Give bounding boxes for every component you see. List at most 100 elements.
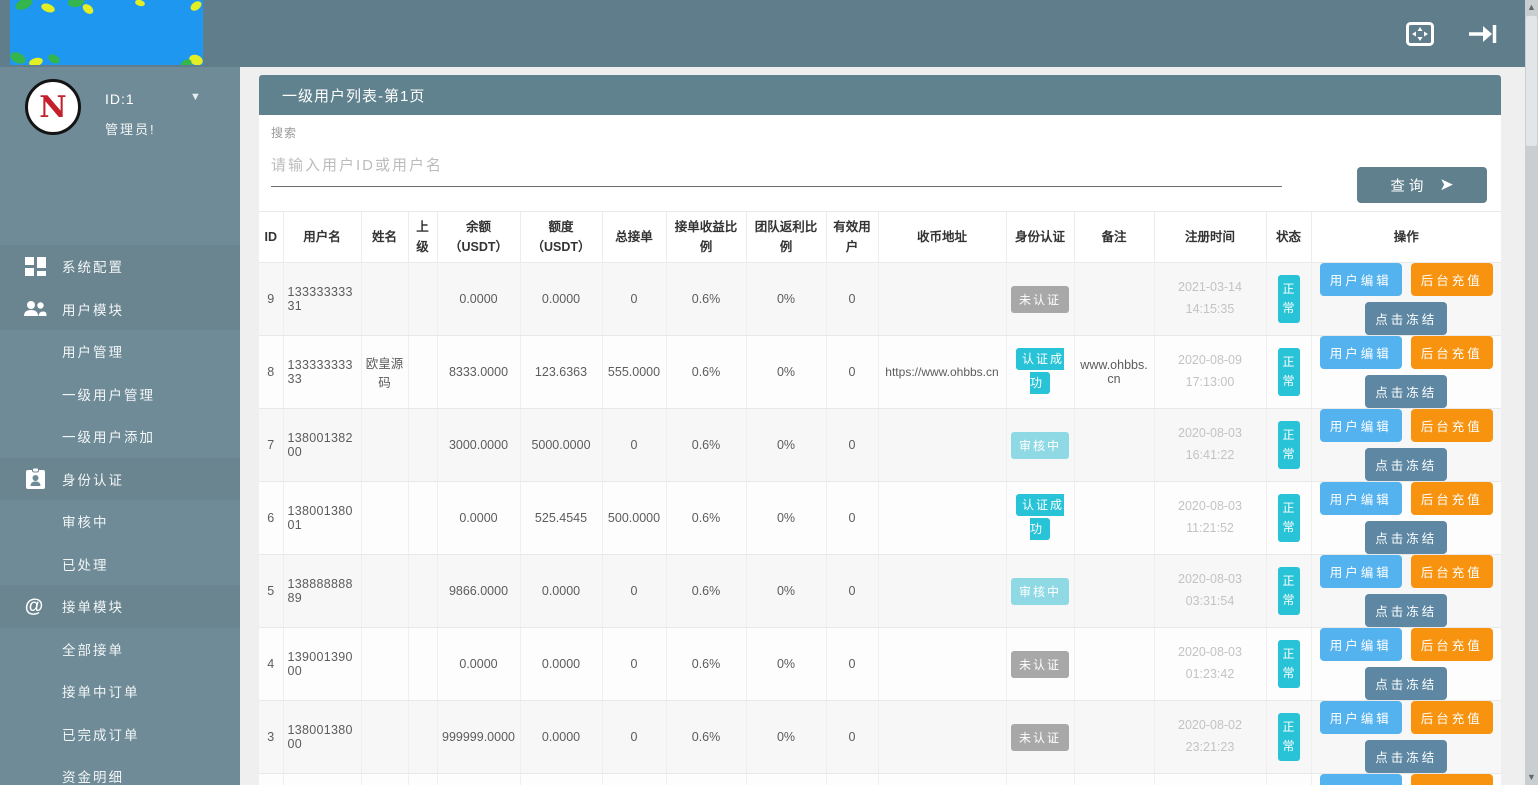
- table-header-row: ID 用户名 姓名 上级 余额 （USDT） 额度 （USDT） 总接单 接单收益比例 团队返利…: [259, 211, 1501, 263]
- auth-badge: 未认证: [1010, 285, 1069, 313]
- cell-note: [1074, 627, 1155, 701]
- cell-name: [361, 262, 409, 336]
- cell-balance: 4700.0000: [437, 773, 521, 785]
- sidebar-item-2[interactable]: 用户管理: [0, 330, 240, 373]
- cell-actions: 用户编辑后台充值点击冻结: [1311, 627, 1501, 701]
- user-edit-button[interactable]: 用户编辑: [1319, 555, 1402, 588]
- cell-auth: 未认证: [1006, 700, 1075, 774]
- chevron-down-icon[interactable]: ▼: [190, 91, 201, 103]
- scroll-down-icon[interactable]: ▼: [1527, 772, 1536, 782]
- backend-recharge-button[interactable]: 后台充值: [1410, 263, 1493, 296]
- cell-status: 正常: [1266, 627, 1312, 701]
- cell-team-rate: 0%: [746, 700, 827, 774]
- auth-badge: 审核中: [1010, 577, 1069, 605]
- users-icon: [22, 300, 48, 317]
- auth-badge: 审核中: [1010, 431, 1069, 459]
- sidebar-item-4[interactable]: 一级用户添加: [0, 415, 240, 458]
- table-row: 4 13900139000 0.0000 0.0000 0 0.6% 0% 0 未认证 2020-…: [259, 627, 1501, 701]
- freeze-button[interactable]: 点击冻结: [1365, 521, 1448, 554]
- cell-quota: 0.0000: [520, 262, 603, 336]
- sidebar-item-10[interactable]: 接单中订单: [0, 670, 240, 713]
- sidebar-item-5[interactable]: 身份认证: [0, 457, 240, 500]
- search-button[interactable]: 查询 ➤: [1357, 167, 1487, 203]
- auth-badge: 未认证: [1010, 650, 1069, 678]
- freeze-button[interactable]: 点击冻结: [1365, 302, 1448, 335]
- sidebar-item-3[interactable]: 一级用户管理: [0, 373, 240, 416]
- avatar[interactable]: N: [25, 79, 81, 135]
- sidebar-item-7[interactable]: 已处理: [0, 543, 240, 586]
- backend-recharge-button[interactable]: 后台充值: [1410, 555, 1493, 588]
- cell-balance: 3000.0000: [437, 408, 521, 482]
- user-table: ID 用户名 姓名 上级 余额 （USDT） 额度 （USDT） 总接单 接单收益比例 团队返利…: [259, 211, 1501, 785]
- user-edit-button[interactable]: 用户编辑: [1319, 409, 1402, 442]
- col-header-13: 注册时间: [1154, 211, 1267, 263]
- status-badge: 正常: [1277, 347, 1300, 397]
- user-edit-button[interactable]: 用户编辑: [1319, 336, 1402, 369]
- cell-id: 3: [259, 700, 284, 774]
- sidebar-item-6[interactable]: 审核中: [0, 500, 240, 543]
- user-edit-button[interactable]: 用户编辑: [1319, 482, 1402, 515]
- vertical-scrollbar[interactable]: ▲ ▼: [1525, 0, 1538, 785]
- cell-address: https://www.ohbbs.cn: [878, 335, 1007, 409]
- scroll-thumb[interactable]: [1526, 16, 1537, 146]
- backend-recharge-button[interactable]: 后台充值: [1410, 482, 1493, 515]
- id-badge-icon: [22, 468, 48, 490]
- sidebar-item-12[interactable]: 资金明细: [0, 755, 240, 785]
- sidebar-item-label: 系统配置: [62, 260, 124, 276]
- cell-quota: 0.0000: [520, 554, 603, 628]
- sidebar-item-8[interactable]: @ 接单模块: [0, 585, 240, 628]
- cell-status: 正常: [1266, 773, 1312, 785]
- freeze-button[interactable]: 点击冻结: [1365, 667, 1448, 700]
- user-edit-button[interactable]: 用户编辑: [1319, 774, 1402, 785]
- backend-recharge-button[interactable]: 后台充值: [1410, 409, 1493, 442]
- grid-icon: [22, 256, 48, 276]
- cell-total-orders: 0: [602, 262, 667, 336]
- sidebar-item-11[interactable]: 已完成订单: [0, 713, 240, 756]
- cell-auth: 审核中: [1006, 554, 1075, 628]
- cell-valid-users: 0: [826, 481, 879, 555]
- user-edit-button[interactable]: 用户编辑: [1319, 701, 1402, 734]
- freeze-button[interactable]: 点击冻结: [1365, 594, 1448, 627]
- sidebar-item-label: 一级用户管理: [62, 387, 155, 403]
- cell-balance: 8333.0000: [437, 335, 521, 409]
- cell-parent: [408, 408, 438, 482]
- cell-actions: 用户编辑后台充值点击冻结: [1311, 554, 1501, 628]
- cell-order-rate: 0.6%: [666, 335, 747, 409]
- cell-id: 8: [259, 335, 284, 409]
- cell-reg-time: 2020-08-03 11:21:52: [1154, 481, 1267, 555]
- scroll-up-icon[interactable]: ▲: [1527, 2, 1536, 12]
- cell-actions: 用户编辑后台充值点击冻结: [1311, 335, 1501, 409]
- logout-icon[interactable]: [1468, 22, 1498, 46]
- freeze-button[interactable]: 点击冻结: [1365, 740, 1448, 773]
- cell-quota: 5000.0000: [520, 408, 603, 482]
- cell-reg-time: 2020-08-02 23:21:23: [1154, 700, 1267, 774]
- freeze-button[interactable]: 点击冻结: [1365, 375, 1448, 408]
- cell-total-orders: 0: [602, 627, 667, 701]
- sidebar-item-0[interactable]: 系统配置: [0, 245, 240, 288]
- cell-username: 13333333331: [283, 262, 362, 336]
- user-edit-button[interactable]: 用户编辑: [1319, 628, 1402, 661]
- leaves-graphic: [10, 0, 203, 65]
- freeze-button[interactable]: 点击冻结: [1365, 448, 1448, 481]
- table-row: 6 13800138001 0.0000 525.4545 500.0000 0.6% 0%…: [259, 481, 1501, 555]
- sidebar: N ID:1 ▼ 管理员! 系统配置 用户模块 用户管理 一级用户管理 一级用户添加 身份…: [0, 67, 240, 785]
- backend-recharge-button[interactable]: 后台充值: [1410, 701, 1493, 734]
- backend-recharge-button[interactable]: 后台充值: [1410, 336, 1493, 369]
- user-edit-button[interactable]: 用户编辑: [1319, 263, 1402, 296]
- cell-order-rate: 0.6%: [666, 700, 747, 774]
- sidebar-item-1[interactable]: 用户模块: [0, 287, 240, 330]
- cell-auth: 审核中: [1006, 408, 1075, 482]
- sidebar-item-9[interactable]: 全部接单: [0, 628, 240, 671]
- col-header-0: ID: [259, 211, 284, 263]
- cell-username: 13888888888: [283, 773, 362, 785]
- col-header-12: 备注: [1074, 211, 1155, 263]
- sidebar-item-label: 审核中: [62, 515, 109, 531]
- fullscreen-icon[interactable]: [1406, 21, 1434, 46]
- backend-recharge-button[interactable]: 后台充值: [1410, 774, 1493, 785]
- cell-name: [361, 408, 409, 482]
- cell-quota: 5300.0000: [520, 773, 603, 785]
- cell-order-rate: 0.6%: [666, 481, 747, 555]
- search-input[interactable]: [271, 145, 1282, 187]
- table-row: 9 13333333331 0.0000 0.0000 0 0.6% 0% 0 未认证 2021-…: [259, 262, 1501, 336]
- backend-recharge-button[interactable]: 后台充值: [1410, 628, 1493, 661]
